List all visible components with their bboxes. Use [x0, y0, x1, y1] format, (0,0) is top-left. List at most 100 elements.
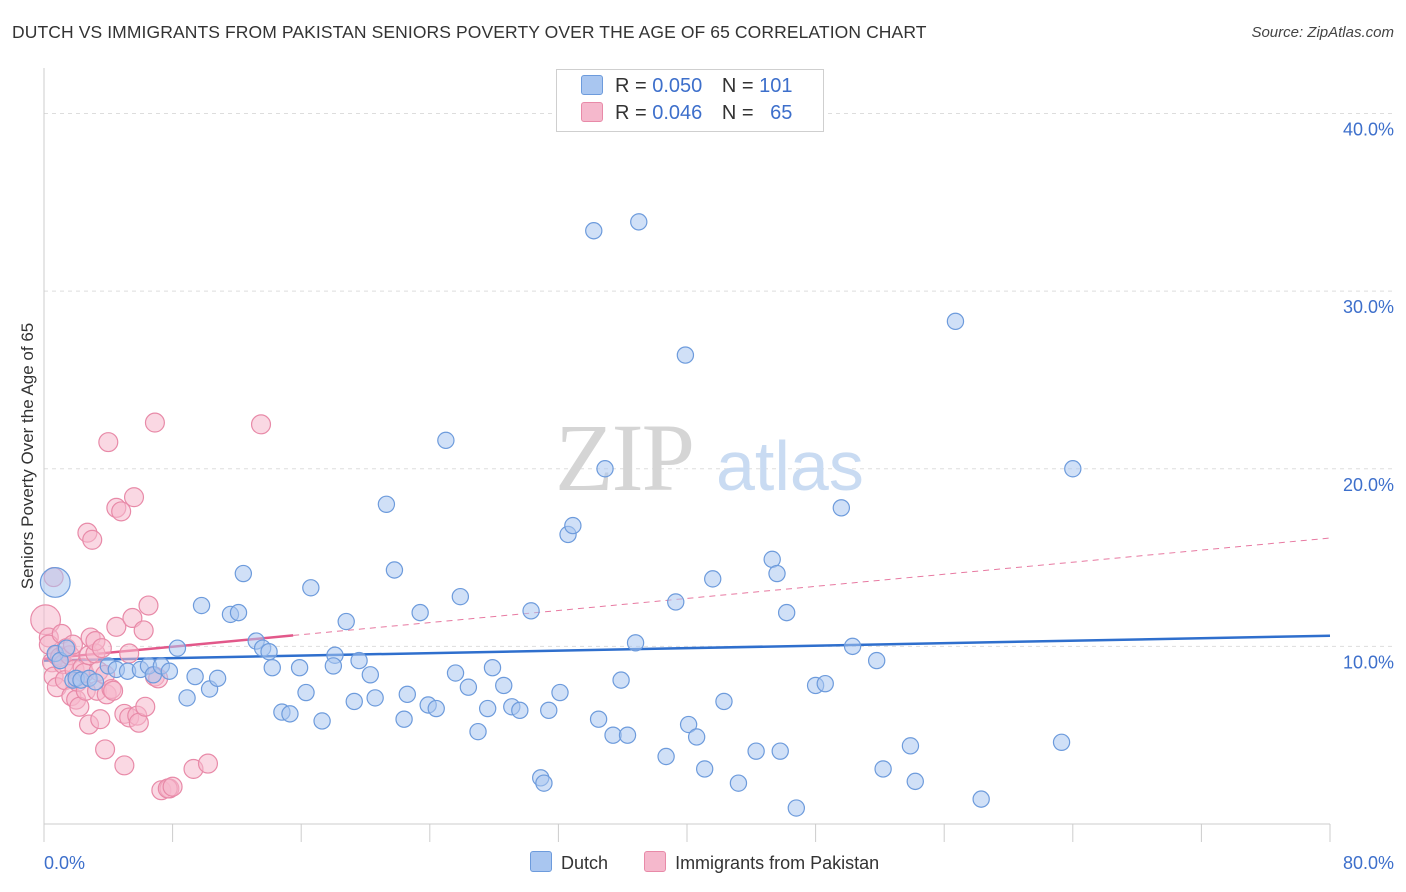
- x-tick-label: 0.0%: [44, 853, 85, 873]
- point-dutch: [361, 666, 380, 684]
- point-dutch: [160, 662, 179, 680]
- point-dutch: [483, 658, 502, 677]
- point-dutch: [777, 603, 796, 622]
- point-pakistan: [82, 529, 103, 550]
- point-dutch: [302, 579, 320, 597]
- point-dutch: [618, 726, 637, 744]
- trend-line-dutch: [43, 634, 1331, 662]
- legend-r-value: 0.046: [652, 102, 703, 124]
- point-dutch: [787, 799, 806, 817]
- point-pakistan: [122, 607, 143, 629]
- point-dutch: [234, 564, 253, 583]
- point-dutch: [771, 742, 789, 760]
- axes: [43, 68, 1331, 842]
- point-pakistan: [123, 487, 145, 508]
- x-tick-label: 80.0%: [1343, 853, 1394, 873]
- point-dutch: [39, 566, 71, 598]
- point-dutch: [867, 651, 886, 670]
- series-swatch-dutch: [530, 851, 552, 872]
- legend-row-dutch: R = 0.050 N = 101: [581, 75, 793, 97]
- point-dutch: [901, 737, 920, 755]
- point-pakistan: [114, 755, 135, 776]
- point-dutch: [290, 658, 309, 677]
- legend-n-value: 101: [759, 75, 793, 97]
- point-dutch: [843, 637, 862, 656]
- point-pakistan: [144, 412, 165, 433]
- point-dutch: [260, 643, 278, 661]
- legend-swatch-dutch: [581, 75, 603, 95]
- point-dutch: [446, 664, 465, 682]
- point-dutch: [564, 516, 582, 535]
- point-pakistan: [250, 414, 272, 435]
- point-pakistan: [91, 638, 112, 659]
- point-dutch: [596, 460, 614, 478]
- point-dutch: [612, 671, 630, 689]
- point-dutch: [345, 692, 363, 711]
- point-pakistan: [95, 739, 116, 760]
- legend-row-pakistan: R = 0.046 N = 65: [581, 102, 792, 124]
- point-pakistan: [162, 776, 183, 797]
- point-dutch: [1052, 733, 1071, 751]
- point-dutch: [511, 701, 529, 720]
- point-dutch: [478, 699, 497, 718]
- point-dutch: [168, 639, 187, 657]
- point-dutch: [972, 790, 990, 808]
- point-dutch: [263, 658, 281, 677]
- point-dutch: [832, 499, 851, 517]
- trend-line-pakistan-extrapolated: [293, 537, 1331, 636]
- trend-lines: [43, 537, 1331, 662]
- chart-title: DUTCH VS IMMIGRANTS FROM PAKISTAN SENIOR…: [12, 22, 927, 42]
- correlation-legend: R = 0.050 N = 101 R = 0.046 N = 65: [556, 69, 824, 132]
- y-tick-label: 30.0%: [1343, 297, 1394, 317]
- legend-n-label: N =: [721, 75, 754, 97]
- point-dutch: [535, 774, 553, 792]
- point-dutch: [350, 651, 368, 670]
- legend-n-value: 65: [770, 102, 793, 124]
- point-dutch: [281, 705, 299, 723]
- y-tick-label: 10.0%: [1343, 652, 1394, 672]
- point-dutch: [377, 495, 396, 513]
- point-pakistan: [138, 595, 159, 616]
- watermark: ZIP atlas: [555, 404, 864, 511]
- point-dutch: [747, 742, 765, 760]
- watermark-atlas: atlas: [716, 427, 864, 505]
- data-points: [30, 213, 1082, 817]
- series-label-dutch: Dutch: [561, 853, 609, 873]
- point-dutch: [459, 678, 478, 696]
- point-dutch: [86, 673, 105, 691]
- legend-r-label: R =: [615, 75, 647, 97]
- point-dutch: [398, 685, 416, 704]
- point-dutch: [729, 774, 748, 792]
- point-dutch: [551, 683, 569, 702]
- series-legend: Dutch Immigrants from Pakistan: [530, 851, 879, 874]
- tick-labels: 10.0% 20.0% 30.0% 40.0% 0.0% 80.0%: [44, 120, 1394, 873]
- point-dutch: [676, 346, 695, 364]
- series-label-pakistan: Immigrants from Pakistan: [675, 853, 880, 873]
- point-dutch: [192, 596, 211, 615]
- point-dutch: [667, 593, 685, 611]
- point-pakistan: [119, 643, 140, 664]
- point-pakistan: [197, 753, 219, 774]
- point-pakistan: [106, 616, 127, 637]
- point-dutch: [946, 312, 965, 331]
- point-dutch: [522, 602, 540, 620]
- point-dutch: [715, 692, 733, 711]
- y-axis-label: Seniors Poverty Over the Age of 65: [18, 322, 37, 590]
- point-dutch: [816, 674, 834, 693]
- point-dutch: [657, 747, 675, 766]
- point-pakistan: [133, 620, 154, 641]
- point-dutch: [768, 564, 786, 583]
- point-dutch: [411, 603, 429, 622]
- series-swatch-pakistan: [644, 851, 667, 872]
- point-pakistan: [111, 501, 132, 522]
- legend-r-label: R =: [615, 102, 647, 124]
- point-dutch: [437, 431, 455, 450]
- point-dutch: [540, 701, 558, 720]
- point-pakistan: [103, 680, 124, 701]
- source-label: Source: ZipAtlas.com: [1251, 24, 1394, 41]
- legend-r-value: 0.050: [652, 75, 703, 97]
- point-dutch: [324, 657, 343, 675]
- point-dutch: [469, 722, 487, 741]
- y-tick-label: 20.0%: [1343, 475, 1394, 495]
